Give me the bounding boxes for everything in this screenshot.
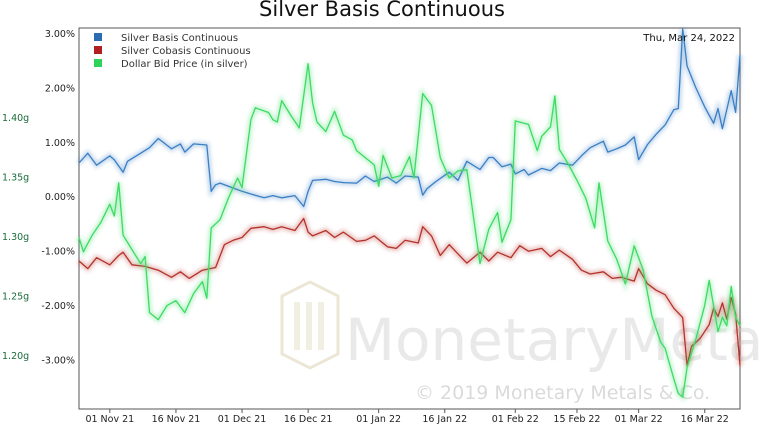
- right-axis: 1.40g 1.35g 1.30g 1.25g 1.20g: [2, 113, 29, 362]
- x-tick-label: 01 Mar 22: [615, 414, 663, 425]
- left-axis: 3.00% 2.00% 1.00% 0.00% -1.00% -2.00% -3.00%: [41, 29, 75, 367]
- right-tick-label: 1.40g: [2, 113, 29, 124]
- left-tick-label: 1.00%: [45, 138, 75, 149]
- legend: Silver Basis Continuous Silver Cobasis C…: [94, 33, 251, 70]
- legend-swatch-cobasis: [94, 46, 102, 54]
- x-tick-label: 16 Nov 21: [152, 414, 201, 425]
- x-tick-label: 01 Feb 22: [492, 414, 539, 425]
- left-tick-label: -3.00%: [41, 356, 75, 367]
- right-tick-label: 1.20g: [2, 351, 29, 362]
- left-tick-label: 2.00%: [45, 83, 75, 94]
- x-tick-label: 16 Mar 22: [681, 414, 729, 425]
- x-tick-label: 15 Feb 22: [553, 414, 600, 425]
- date-label: Thu, Mar 24, 2022: [642, 33, 735, 44]
- left-tick-label: -1.00%: [41, 247, 75, 258]
- legend-label-dollar-bid: Dollar Bid Price (in silver): [121, 59, 248, 70]
- series-line-silver-basis: [78, 28, 741, 208]
- series-line-dollar-bid: [78, 63, 741, 398]
- legend-swatch-basis: [94, 33, 102, 41]
- right-tick-label: 1.25g: [2, 291, 29, 302]
- series-line-silver-cobasis: [78, 217, 741, 367]
- left-tick-label: -2.00%: [41, 301, 75, 312]
- x-tick-label: 01 Dec 21: [218, 414, 267, 425]
- left-tick-label: 0.00%: [45, 192, 75, 203]
- x-tick-label: 01 Nov 21: [85, 414, 134, 425]
- left-tick-label: 3.00%: [45, 29, 75, 40]
- x-tick-label: 01 Jan 22: [356, 414, 401, 425]
- right-tick-label: 1.35g: [2, 172, 29, 183]
- legend-label-basis: Silver Basis Continuous: [121, 33, 238, 44]
- watermark-copyright: © 2019 Monetary Metals & Co.: [415, 382, 710, 404]
- plot-area: [78, 27, 741, 410]
- right-tick-label: 1.30g: [2, 232, 29, 243]
- x-tick-label: 16 Dec 21: [284, 414, 333, 425]
- series-layer: [76, 28, 743, 402]
- chart-title: Silver Basis Continuous: [259, 0, 505, 21]
- legend-label-cobasis: Silver Cobasis Continuous: [121, 46, 251, 57]
- x-axis: 01 Nov 21 16 Nov 21 01 Dec 21 16 Dec 21 01 J…: [85, 409, 729, 425]
- legend-swatch-dollar-bid: [94, 59, 102, 67]
- x-tick-label: 16 Jan 22: [422, 414, 467, 425]
- watermark-logo-icon: [280, 280, 340, 370]
